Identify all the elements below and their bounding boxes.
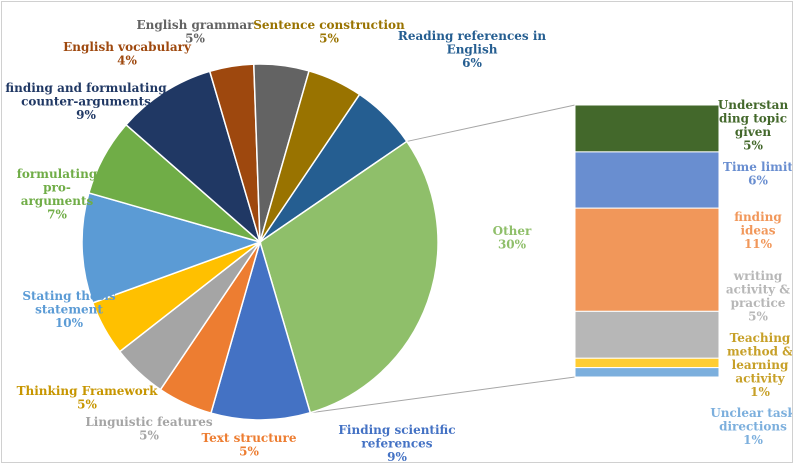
pie-label-thinking-framework: Thinking Framework 5% (17, 384, 158, 412)
pie-slice-sentence-construction (259, 69, 361, 243)
bar-label-understan-ding-topic-given: Understan ding topic given 5% (718, 98, 789, 153)
bar-label-unclear-task-directions: Unclear task directions 1% (710, 406, 792, 447)
bar-label-time-limit: Time limit 6% (723, 160, 792, 188)
pie-label-sentence-construction: Sentence construction 5% (253, 18, 405, 46)
bar-segment-finding-ideas (574, 207, 720, 312)
bar-segment-understan-ding-topic-given (574, 104, 720, 153)
bar-label-writing-activity-practice: writing activity & practice 5% (726, 269, 790, 324)
stacked-bar (574, 104, 720, 378)
bar-segment-unclear-task-directions (574, 367, 720, 378)
pie-label-linguistic-features: Linguistic features 5% (85, 415, 213, 443)
bar-label-teaching-method-learning-activity: Teaching method & learning activity 1% (727, 331, 792, 399)
data-labels: Reading references in English 6% Other 30% Fi… (5, 18, 792, 462)
pie-label-formulating-pro-arguments: formulating pro-arguments 7% (17, 167, 98, 222)
bar-label-finding-ideas: finding ideas 11% (734, 210, 782, 251)
bar-segment-teaching-method-learning-activity (574, 357, 720, 369)
pie-slice-stating-thesis-statement (81, 192, 263, 304)
connector-line-top (406, 104, 576, 142)
pie-label-finding-scientific-references: Finding scientific references 9% (338, 423, 455, 462)
pie-label-english-vocabulary: English vocabulary 4% (63, 40, 192, 68)
pie-slice-finding-and-formulating-counter-arguments (125, 70, 262, 245)
pie-label-english-grammar: English grammar 5% (136, 18, 254, 46)
bar-segment-time-limit (574, 151, 720, 209)
pie-slice-other (259, 140, 439, 414)
bar-segment-writing-activity-practice (574, 310, 720, 359)
pie-label-other: Other 30% (493, 224, 532, 252)
pie (81, 63, 439, 421)
connector-line-bottom (310, 376, 576, 414)
pie-label-stating-thesis-statement: Stating thesis statement 10% (22, 289, 116, 330)
pie-label-finding-and-formulating-counter-arguments: finding and formulating counter-arguments… (5, 81, 167, 122)
connector-lines (310, 104, 576, 414)
pie-label-reading-references-in-english: Reading references in English 6% (398, 29, 546, 70)
pie-label-text-structure: Text structure 5% (202, 431, 297, 459)
pie-slice-finding-scientific-references (210, 239, 312, 421)
